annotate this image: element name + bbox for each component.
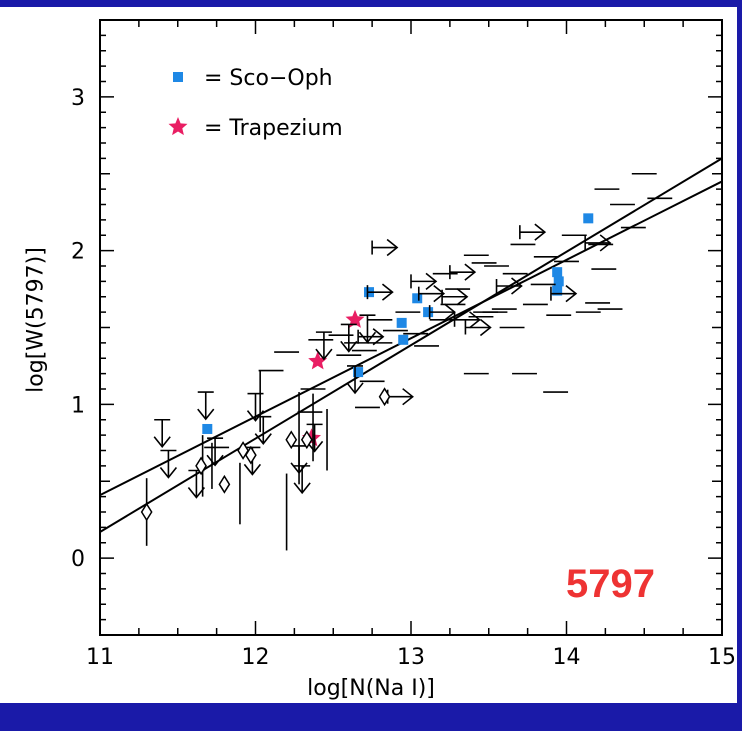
upper-limit-point	[246, 392, 265, 422]
window-frame-bottom	[0, 703, 742, 731]
sco-oph-point	[553, 276, 564, 287]
lower-limit-point	[357, 328, 385, 346]
upper-limit-point	[159, 449, 178, 479]
upper-limit-point	[254, 415, 272, 445]
lower-limit-point	[428, 303, 456, 321]
lower-limit-point	[366, 283, 394, 301]
trapezium-point	[345, 309, 365, 328]
upper-limit-point	[290, 445, 308, 475]
legend-entry-label: = Trapezium	[204, 116, 343, 141]
upper-limit-point	[315, 331, 333, 361]
lower-limit-point	[464, 318, 492, 337]
data-marks	[140, 172, 673, 551]
x-tick-label: 12	[242, 645, 270, 670]
sco-oph-point	[396, 317, 407, 328]
lower-limit-point	[449, 263, 477, 281]
sco-oph-point	[583, 213, 594, 224]
x-axis-label: log[N(Na I)]	[307, 676, 435, 701]
fit-lines	[99, 157, 723, 533]
y-tick-label: 3	[71, 86, 85, 111]
open-diamond-point	[378, 387, 391, 407]
open-diamond-point	[218, 474, 231, 494]
lower-limit-point	[386, 388, 414, 406]
open-diamond-point	[300, 430, 313, 450]
fit-line	[99, 180, 723, 496]
legend-entry-label: = Sco−Oph	[204, 66, 333, 91]
upper-limit-point	[340, 323, 358, 353]
y-axis-label: log[W(5797)]	[23, 247, 49, 393]
lower-limit-point	[495, 277, 523, 295]
lower-limit-point	[417, 285, 446, 303]
lower-limit-point	[410, 272, 438, 290]
line-annotation: 5797	[566, 562, 655, 606]
sco-oph-point	[353, 367, 364, 378]
x-tick-label: 13	[397, 645, 425, 670]
lower-limit-point	[441, 288, 469, 306]
sco-oph-point	[412, 293, 423, 304]
open-diamond-point	[285, 430, 298, 450]
window-frame-top	[0, 0, 742, 7]
y-tick-label: 0	[71, 547, 85, 572]
x-tick-label: 14	[553, 645, 581, 670]
sco-oph-point	[552, 267, 563, 278]
open-diamond-point	[140, 502, 153, 522]
y-tick-label: 2	[71, 240, 85, 265]
open-diamond-point	[195, 456, 207, 476]
upper-limit-point	[206, 437, 224, 467]
sco-oph-point	[398, 334, 409, 345]
sco-oph-point	[552, 285, 563, 296]
x-tick-label: 15	[708, 645, 736, 670]
lower-limit-point	[371, 238, 399, 257]
upper-limit-point	[293, 465, 311, 495]
lower-limit-point	[550, 285, 578, 303]
fit-line	[99, 157, 723, 533]
upper-limit-point	[346, 365, 364, 395]
open-diamond-point	[244, 445, 257, 465]
lower-limit-point	[453, 311, 481, 329]
sco-oph-point	[202, 423, 213, 434]
lower-limit-point	[584, 234, 612, 252]
upper-limit-point	[153, 418, 171, 449]
upper-limit-point	[197, 391, 215, 421]
sco-oph-point	[423, 307, 434, 318]
legend: = Sco−Oph = Trapezium	[168, 66, 343, 141]
y-tick-label: 1	[71, 393, 85, 418]
plot-frame	[99, 19, 723, 636]
legend-trapezium-marker	[168, 117, 188, 136]
lower-limit-point	[519, 223, 547, 241]
trapezium-point	[308, 351, 328, 370]
x-tick-label: 11	[86, 645, 114, 670]
legend-sco-oph-marker	[173, 72, 183, 82]
window-frame-right	[737, 0, 742, 731]
